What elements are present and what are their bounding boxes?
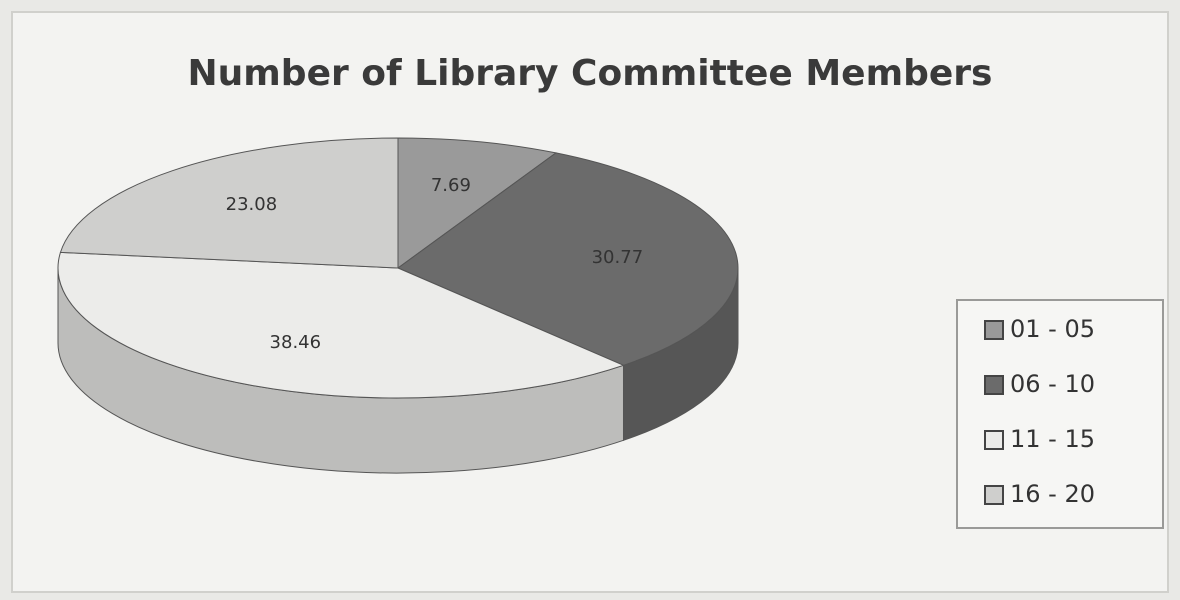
data-label: 7.69	[431, 175, 471, 196]
legend-swatch	[984, 320, 1004, 340]
legend-swatch	[984, 485, 1004, 505]
pie-slice	[396, 152, 739, 366]
data-label: 38.46	[270, 332, 322, 353]
legend-items: 01 - 05 06 - 10 11 - 15 16 - 20	[984, 315, 1095, 508]
pie: 7.69 30.77 38.46 23.08	[57, 137, 739, 474]
legend-label: 01 - 05	[1010, 315, 1095, 343]
pie-slice	[59, 137, 399, 269]
pie-slice	[57, 251, 625, 399]
chart-title: Number of Library Committee Members	[188, 53, 993, 94]
legend-label: 16 - 20	[1010, 480, 1095, 508]
data-label: 30.77	[592, 247, 644, 268]
data-label: 23.08	[226, 194, 278, 215]
legend-label: 06 - 10	[1010, 370, 1095, 398]
legend-label: 11 - 15	[1010, 425, 1095, 453]
pie-slice	[397, 137, 558, 269]
legend-swatch	[984, 375, 1004, 395]
legend-swatch	[984, 430, 1004, 450]
